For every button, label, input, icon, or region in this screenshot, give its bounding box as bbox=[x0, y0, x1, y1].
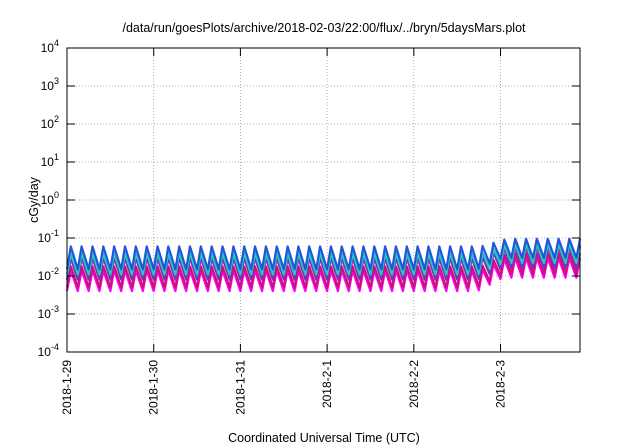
y-tick-label: 10-3 bbox=[38, 304, 59, 321]
plot-frame bbox=[66, 47, 581, 353]
x-tick-label: 2018-2-3 bbox=[494, 360, 508, 408]
y-tick-base: 10 bbox=[38, 307, 52, 321]
y-tick-base: 10 bbox=[38, 345, 52, 359]
y-tick-label: 10-4 bbox=[38, 342, 59, 359]
series-line-4 bbox=[65, 242, 582, 276]
y-tick-label: 10-2 bbox=[38, 266, 59, 283]
chart-title: /data/run/goesPlots/archive/2018-02-03/2… bbox=[122, 21, 526, 35]
y-tick-exponent: -3 bbox=[51, 304, 59, 314]
y-tick-label: 10-1 bbox=[38, 228, 59, 245]
y-tick-base: 10 bbox=[41, 41, 55, 55]
x-tick-label: 2018-1-30 bbox=[147, 360, 161, 415]
y-tick-label: 101 bbox=[41, 152, 59, 169]
y-tick-exponent: 1 bbox=[54, 152, 59, 162]
series-line-5 bbox=[65, 237, 582, 271]
y-tick-base: 10 bbox=[41, 155, 55, 169]
x-tick-label: 2018-1-31 bbox=[233, 360, 247, 415]
x-axis: 2018-1-29 2018-1-30 2018-1-31 2018-2-1 2018-… bbox=[60, 48, 508, 415]
y-tick-base: 10 bbox=[41, 117, 55, 131]
series-line-1 bbox=[65, 256, 582, 293]
y-axis-label: cGy/day bbox=[27, 176, 41, 223]
series-line-3 bbox=[65, 245, 582, 281]
series-line-2 bbox=[65, 252, 582, 289]
y-tick-label: 100 bbox=[41, 190, 59, 207]
y-tick-exponent: 4 bbox=[54, 38, 59, 48]
y-tick-base: 10 bbox=[38, 269, 52, 283]
y-tick-exponent: -2 bbox=[51, 266, 59, 276]
y-tick-base: 10 bbox=[41, 79, 55, 93]
y-tick-label: 104 bbox=[41, 38, 59, 55]
y-tick-exponent: 3 bbox=[54, 76, 59, 86]
x-tick-label: 2018-2-1 bbox=[320, 360, 334, 408]
grid bbox=[67, 48, 580, 352]
series-group bbox=[65, 237, 582, 293]
y-tick-exponent: 0 bbox=[54, 190, 59, 200]
x-tick-label: 2018-1-29 bbox=[60, 360, 74, 415]
y-tick-base: 10 bbox=[38, 231, 52, 245]
y-tick-label: 102 bbox=[41, 114, 59, 131]
x-tick-label: 2018-2-2 bbox=[407, 360, 421, 408]
x-axis-label: Coordinated Universal Time (UTC) bbox=[228, 431, 420, 445]
y-tick-exponent: -1 bbox=[51, 228, 59, 238]
y-tick-exponent: 2 bbox=[54, 114, 59, 124]
y-tick-base: 10 bbox=[41, 193, 55, 207]
y-tick-exponent: -4 bbox=[51, 342, 59, 352]
y-tick-label: 103 bbox=[41, 76, 59, 93]
